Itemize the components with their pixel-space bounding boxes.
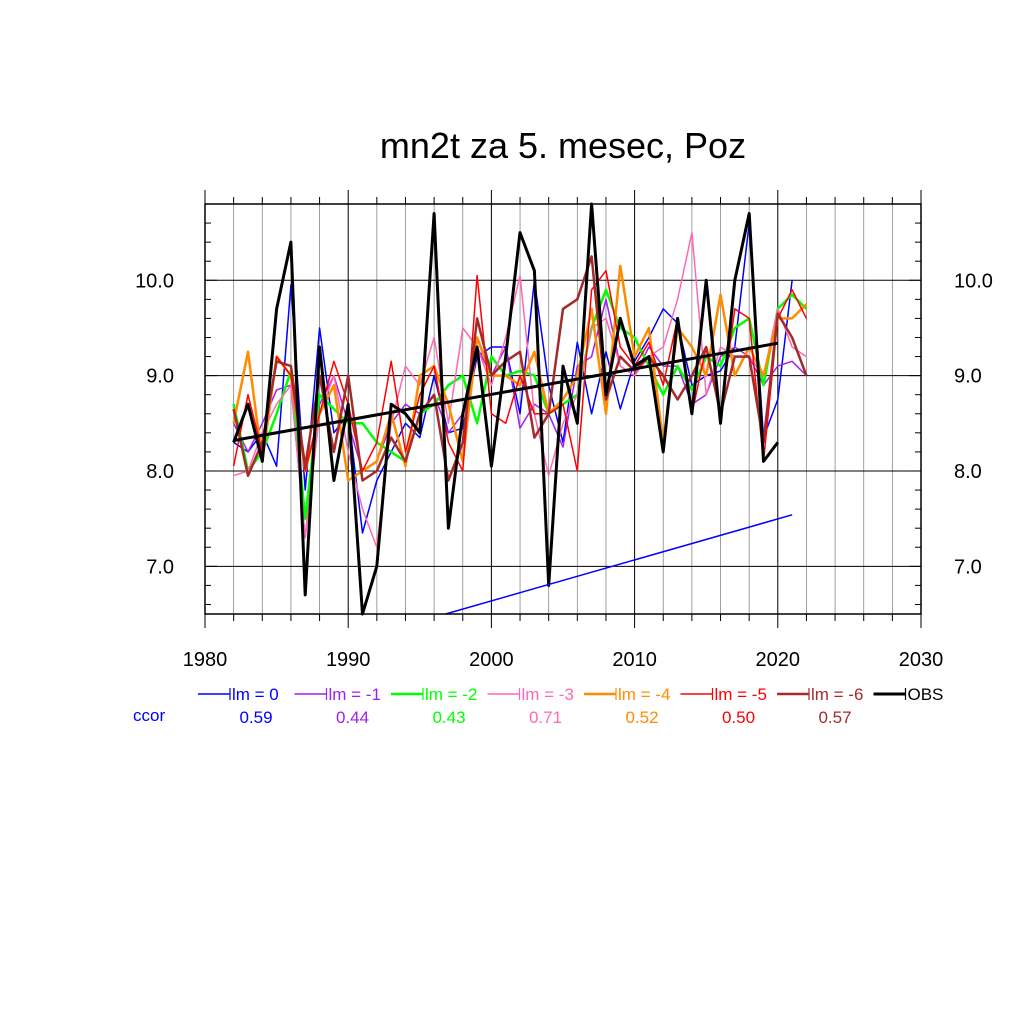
legend-label: lm = -1 [329, 685, 381, 704]
ccor-value: 0.57 [818, 708, 851, 727]
legend-label: lm = 0 [232, 685, 279, 704]
series-line [233, 231, 807, 549]
trend-line [445, 514, 793, 615]
y-tick-label-left: 10.0 [135, 270, 174, 292]
y-tick-label-right: 10.0 [954, 270, 993, 292]
ccor-value: 0.59 [239, 708, 272, 727]
ccor-value: 0.50 [722, 708, 755, 727]
ccor-value: 0.52 [625, 708, 658, 727]
y-tick-label-left: 7.0 [146, 556, 174, 578]
legend-label: lm = -4 [618, 685, 670, 704]
y-tick-label-left: 9.0 [146, 366, 174, 388]
legend-label: lm = -3 [522, 685, 574, 704]
x-tick-label: 2030 [899, 649, 944, 671]
plot-frame [204, 203, 922, 615]
ccor-value: 0.43 [432, 708, 465, 727]
ccor-value: 0.71 [529, 708, 562, 727]
legend-label: lm = -2 [425, 685, 477, 704]
x-tick-label: 2010 [612, 649, 657, 671]
y-tick-label-right: 8.0 [954, 461, 982, 483]
series-line [232, 202, 779, 616]
series-line [232, 264, 808, 482]
ccor-value: 0.44 [336, 708, 369, 727]
y-tick-label-right: 9.0 [954, 366, 982, 388]
legend-label: lm = -6 [811, 685, 863, 704]
x-tick-label: 1980 [183, 649, 228, 671]
series-line [232, 298, 807, 539]
chart-title: mn2t za 5. mesec, Poz [380, 125, 746, 166]
trend-line [233, 341, 779, 442]
legend-label: lm = -5 [715, 685, 767, 704]
x-tick-label: 1990 [326, 649, 371, 671]
legend-label: OBS [908, 685, 944, 704]
x-tick-label: 2020 [756, 649, 801, 671]
series-line [232, 288, 808, 520]
y-tick-label-left: 8.0 [146, 461, 174, 483]
x-tick-label: 2000 [469, 649, 514, 671]
y-tick-label-right: 7.0 [954, 556, 982, 578]
ccor-label: ccor [133, 706, 165, 725]
